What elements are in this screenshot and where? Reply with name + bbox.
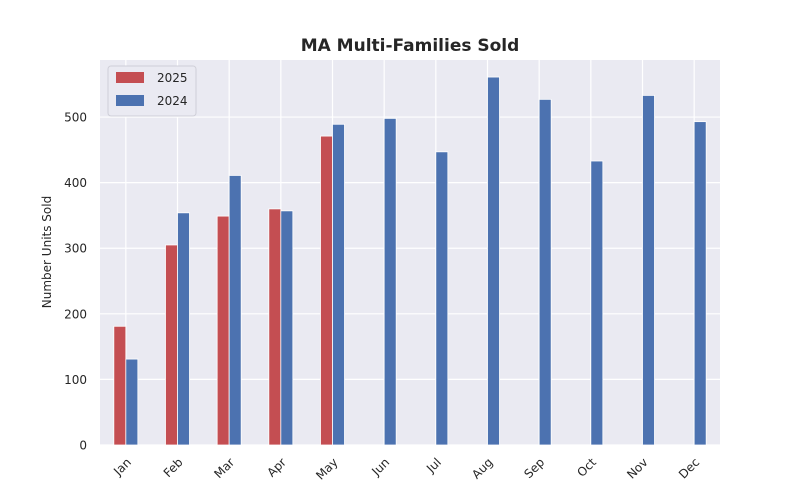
- bar-2024-jan: [125, 358, 139, 446]
- bar-2024-dec: [693, 121, 707, 446]
- x-tick-label: Nov: [624, 455, 650, 481]
- x-tick-label: Oct: [574, 455, 599, 480]
- bar-2024-nov: [642, 95, 655, 446]
- bar-2024-mar: [228, 175, 242, 446]
- x-tick-label: Apr: [264, 455, 289, 480]
- bar-2024-oct: [590, 160, 604, 446]
- y-tick-label: 0: [79, 439, 87, 453]
- y-tick-labels: 0 100 200 300 400 500: [64, 111, 87, 453]
- bar-2024-jun: [383, 117, 397, 446]
- x-tick-label: Aug: [469, 455, 495, 481]
- bar-2025-may: [320, 135, 333, 446]
- bar-2024-sep: [538, 98, 552, 446]
- x-tick-label: Jan: [110, 455, 134, 479]
- y-tick-label: 400: [64, 176, 87, 190]
- x-tick-label: Dec: [676, 455, 702, 481]
- chart-title: MA Multi-Families Sold: [301, 36, 520, 56]
- y-tick-label: 300: [64, 242, 87, 256]
- bar-2024-may: [332, 123, 345, 446]
- bar-2024-jul: [435, 151, 449, 446]
- bar-2025-feb: [165, 244, 178, 446]
- legend-swatch-2024: [116, 95, 144, 106]
- x-tick-label: Jul: [423, 455, 444, 476]
- bar-2024-feb: [177, 212, 190, 446]
- bars: [113, 76, 707, 446]
- legend: 2025 2024: [107, 65, 197, 117]
- x-tick-label: Jun: [368, 455, 392, 479]
- bar-2025-apr: [268, 208, 282, 446]
- x-tick-label: May: [313, 455, 340, 482]
- y-tick-label: 500: [64, 111, 87, 125]
- x-tick-labels: Jan Feb Mar Apr May Jun Jul Aug Sep Oct Nov Dec: [110, 455, 702, 483]
- legend-label-2024: 2024: [157, 94, 188, 108]
- bar-2025-mar: [216, 215, 230, 446]
- x-tick-label: Sep: [521, 455, 547, 481]
- legend-label-2025: 2025: [157, 71, 188, 85]
- x-tick-label: Feb: [161, 455, 186, 480]
- bar-2024-apr: [280, 210, 294, 446]
- x-tick-label: Mar: [211, 455, 237, 481]
- plot-background: [100, 60, 720, 445]
- y-tick-label: 200: [64, 307, 87, 321]
- y-tick-label: 100: [64, 373, 87, 387]
- bar-2025-jan: [113, 325, 127, 446]
- bar-2024-aug: [487, 76, 500, 446]
- y-axis-label: Number Units Sold: [40, 196, 54, 308]
- legend-swatch-2025: [116, 72, 144, 83]
